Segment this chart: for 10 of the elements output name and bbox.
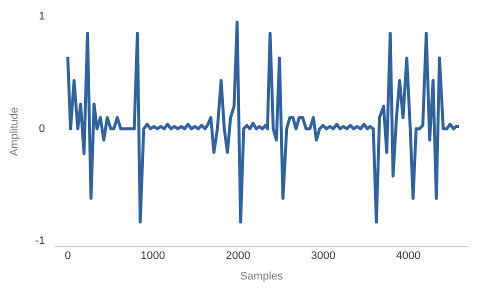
- y-tick-label: -1: [35, 235, 45, 248]
- x-tick-label: 0: [64, 250, 71, 262]
- x-axis-title: Samples: [240, 270, 284, 282]
- y-axis-title: Amplitude: [8, 107, 21, 156]
- x-tick-label: 4000: [396, 250, 421, 262]
- x-tick-label: 2000: [226, 250, 250, 262]
- y-tick-label: 0: [38, 122, 45, 135]
- x-tick-label: 1000: [140, 250, 166, 262]
- y-tick-label: 1: [38, 10, 45, 23]
- x-tick-label: 3000: [310, 250, 336, 262]
